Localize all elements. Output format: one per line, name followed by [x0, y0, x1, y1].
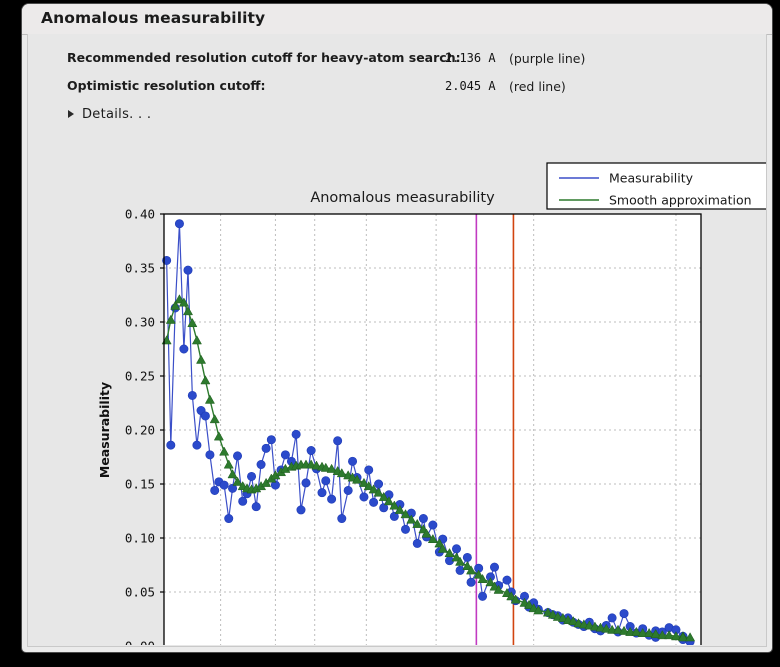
- y-tick-label: 0.40: [125, 207, 155, 222]
- details-disclosure-toggle[interactable]: Details. . .: [68, 104, 151, 124]
- triangle-right-icon: [68, 110, 74, 118]
- y-tick-label: 0.05: [125, 585, 155, 600]
- details-label: Details. . .: [82, 106, 152, 122]
- window-title-bar: Anomalous measurability: [22, 4, 772, 35]
- y-tick-label: 0.10: [125, 531, 155, 546]
- recommended-cutoff-note: (purple line): [509, 51, 586, 66]
- y-tick-label: 0.25: [125, 369, 155, 384]
- y-tick-label: 0.35: [125, 261, 155, 276]
- optimistic-cutoff-note: (red line): [509, 79, 566, 94]
- series-markers-1: [161, 294, 696, 642]
- legend-label-0: Measurability: [609, 171, 694, 186]
- optimistic-cutoff-value: 2.045 A: [445, 79, 496, 93]
- y-tick-label: 0.20: [125, 423, 155, 438]
- plot-svg: 0.000.050.100.150.200.250.300.350.403.53…: [97, 162, 766, 646]
- legend-label-1: Smooth approximation: [609, 193, 752, 208]
- y-axis-label: Measurability: [97, 382, 112, 478]
- anomalous-measurability-window: Anomalous measurability Recommended reso…: [22, 4, 772, 652]
- y-tick-label: 0.15: [125, 477, 155, 492]
- page-title: Anomalous measurability: [41, 9, 266, 27]
- recommended-cutoff-label: Recommended resolution cutoff for heavy-…: [67, 50, 461, 65]
- legend-box: [546, 162, 766, 210]
- panel-body: Recommended resolution cutoff for heavy-…: [27, 34, 767, 647]
- y-tick-label: 0.00: [125, 639, 155, 646]
- recommended-cutoff-value: 2.136 A: [445, 51, 496, 65]
- plot-area: [164, 214, 701, 645]
- y-tick-label: 0.30: [125, 315, 155, 330]
- chart-title: Anomalous measurability: [310, 190, 495, 206]
- optimistic-cutoff-label: Optimistic resolution cutoff:: [67, 78, 266, 93]
- anomalous-measurability-plot: 0.000.050.100.150.200.250.300.350.403.53…: [28, 129, 766, 645]
